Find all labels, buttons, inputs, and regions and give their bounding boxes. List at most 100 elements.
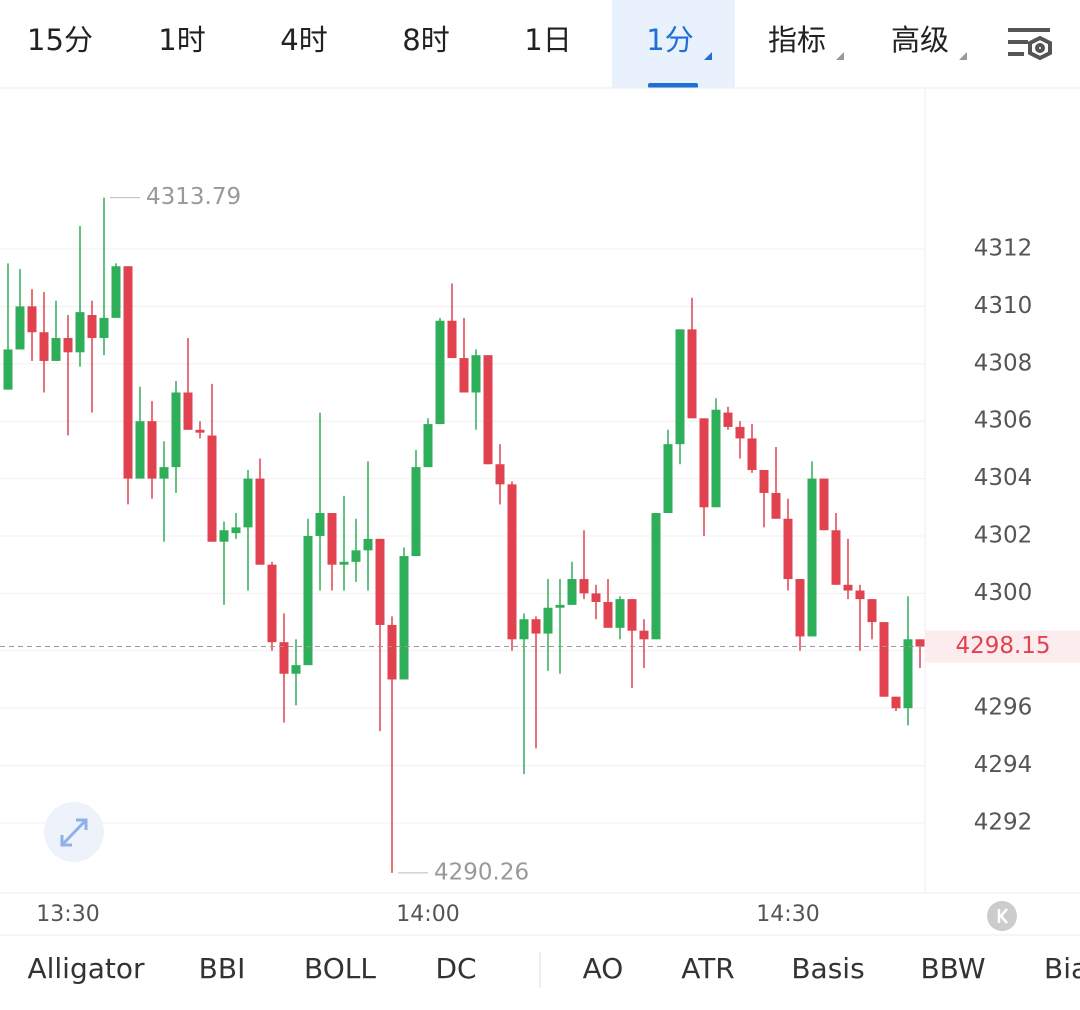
tab[interactable]: 1时 [158, 23, 205, 57]
tab[interactable]: 4时 [280, 23, 327, 57]
y-tick-label: 4300 [974, 580, 1033, 606]
expand-icon [60, 818, 88, 847]
candle-body [267, 564, 277, 643]
candle-body [447, 320, 457, 359]
candle-body [219, 530, 229, 542]
tab-active[interactable]: 1分 [646, 23, 693, 57]
candle-body [903, 639, 913, 709]
candle-body [123, 266, 133, 479]
candle-body [243, 478, 253, 528]
candle-body [567, 579, 577, 605]
candle-body [183, 392, 193, 430]
candle-body [891, 696, 901, 709]
candle-body [111, 266, 121, 318]
candle-body [159, 467, 169, 479]
indicator[interactable]: Bia [1044, 952, 1080, 985]
candle-body [231, 527, 241, 534]
tab[interactable]: 1日 [524, 23, 571, 57]
candle-body [879, 622, 889, 697]
candle-body [819, 478, 829, 531]
indicator[interactable]: Basis [791, 952, 864, 985]
candle-body [171, 392, 181, 468]
candle-body [207, 435, 217, 542]
indicator[interactable]: DC [435, 952, 476, 985]
dropdown-mark [704, 52, 712, 60]
candle-body [759, 469, 769, 493]
y-tick-label: 4304 [974, 465, 1033, 491]
candle-body [639, 630, 649, 640]
candle-body [603, 601, 613, 628]
y-tick-label: 4296 [974, 695, 1033, 721]
y-tick-label: 4302 [974, 522, 1033, 548]
candle-body [807, 478, 817, 637]
candle-body [327, 513, 337, 565]
settings-icon[interactable] [1008, 28, 1052, 61]
indicator[interactable]: ATR [681, 952, 735, 985]
candle-body [471, 355, 481, 393]
x-tick-label: 13:30 [36, 902, 99, 927]
candle-body [747, 438, 757, 470]
indicator[interactable]: Alligator [27, 952, 145, 985]
candle-body [303, 535, 313, 666]
candle-body [375, 538, 385, 625]
y-tick-label: 4308 [974, 350, 1033, 376]
y-tick-label: 4310 [974, 293, 1033, 319]
candle-body [855, 590, 865, 600]
candle-body [291, 665, 301, 674]
candle-body [363, 538, 373, 551]
candle-body [735, 426, 745, 439]
candle-body [339, 561, 349, 565]
candle-body [75, 312, 85, 353]
candle-body [651, 513, 661, 640]
candle-body [627, 599, 637, 631]
y-tick-label: 4306 [974, 408, 1033, 434]
tab[interactable]: 15分 [27, 23, 93, 57]
candle-body [615, 599, 625, 628]
indicator[interactable]: BBW [920, 952, 985, 985]
last-price-box [925, 630, 1080, 663]
candle-body [315, 513, 325, 536]
candle-body [843, 584, 853, 591]
candle-body [435, 320, 445, 425]
candle-body [3, 349, 13, 390]
candle-body [663, 444, 673, 514]
candle-body [831, 530, 841, 585]
collapse-icon [997, 908, 1008, 924]
candle-body [15, 306, 25, 350]
candle-body [99, 317, 109, 338]
indicator[interactable]: AO [583, 952, 624, 985]
candle-body [411, 467, 421, 557]
tab[interactable]: 指标 [768, 23, 826, 57]
indicator[interactable]: BBI [199, 952, 246, 985]
indicator[interactable]: BOLL [304, 952, 376, 985]
candle-body [543, 607, 553, 634]
dropdown-mark [836, 52, 844, 60]
candle-body [699, 418, 709, 508]
candle-body [771, 492, 781, 519]
tab[interactable]: 高级 [891, 23, 949, 57]
x-tick-label: 14:00 [396, 902, 459, 927]
low-label: 4290.26 [434, 859, 529, 885]
candle-body [147, 421, 157, 479]
active-tab-underline [648, 83, 698, 88]
candle-body [591, 593, 601, 602]
candle-body [675, 329, 685, 445]
candle-body [387, 624, 397, 680]
candle-body [195, 429, 205, 433]
tab[interactable]: 8时 [402, 23, 449, 57]
candle-body [723, 412, 733, 427]
candle-body [795, 579, 805, 637]
candle-body [711, 409, 721, 508]
candle-body [867, 599, 877, 623]
candle-body [783, 518, 793, 580]
candle-body [507, 484, 517, 640]
candle-body [687, 329, 697, 419]
high-label: 4313.79 [146, 184, 241, 210]
candle-body [915, 639, 925, 647]
active-tab-bg [612, 0, 735, 88]
candle-body [399, 556, 409, 680]
plot: 4292429442964298430043024304430643084310… [0, 184, 1080, 927]
candle-body [495, 464, 505, 485]
